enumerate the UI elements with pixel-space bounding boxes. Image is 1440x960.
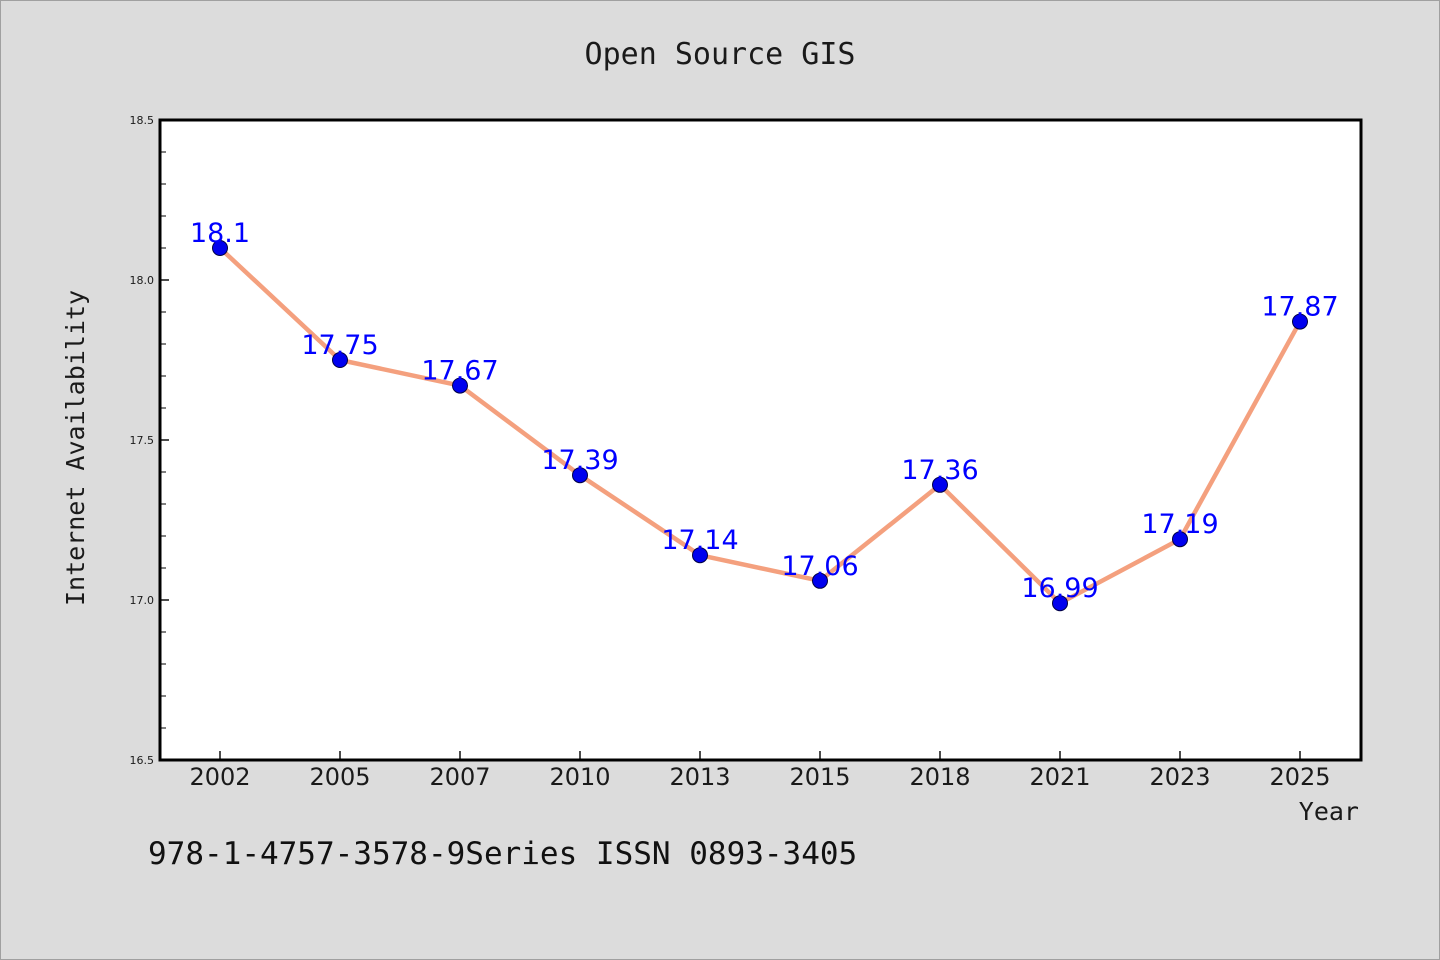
data-point [212, 240, 228, 256]
data-point [452, 377, 468, 394]
y-tick-label: 18.0 [130, 274, 155, 287]
data-point [572, 467, 588, 484]
x-tick-label: 2023 [1149, 763, 1210, 791]
data-label: 17.36 [901, 455, 978, 486]
x-tick-label: 2010 [549, 763, 610, 791]
data-label: 17.14 [661, 525, 738, 556]
data-point [1172, 531, 1188, 548]
data-point [1052, 595, 1068, 612]
x-tick-label: 2015 [789, 763, 850, 791]
data-label: 17.87 [1261, 292, 1338, 323]
data-label: 17.39 [541, 445, 618, 476]
x-tick-label: 2005 [309, 763, 370, 791]
plot-border [158, 118, 1363, 762]
footer-text: 978-1-4757-3578-9Series ISSN 0893-3405 [148, 836, 857, 872]
data-label: 17.06 [781, 551, 858, 582]
series-line [217, 245, 1303, 606]
data-point [692, 547, 708, 564]
x-tick-label: 2021 [1029, 763, 1090, 791]
data-point [1292, 313, 1308, 330]
data-label: 16.99 [1021, 573, 1098, 604]
chart-title: Open Source GIS [585, 37, 856, 72]
y-tick-label: 17.0 [130, 594, 155, 607]
x-tick-label: 2025 [1269, 763, 1330, 791]
x-tick-label: 2018 [909, 763, 970, 791]
y-tick-label: 16.5 [130, 754, 155, 767]
x-tick-label: 2013 [669, 763, 730, 791]
y-tick-label: 17.5 [130, 434, 155, 447]
data-point [332, 352, 348, 368]
data-label: 17.75 [301, 330, 378, 361]
y-tick-label: 18.5 [130, 114, 155, 127]
x-tick-label: 2007 [429, 763, 490, 791]
plot-area [160, 120, 1361, 760]
data-label: 17.67 [421, 356, 498, 387]
data-label: 17.19 [1141, 509, 1218, 540]
data-label: 18.1 [190, 218, 250, 249]
x-axis-label: Year [1299, 797, 1359, 826]
data-point [932, 476, 948, 493]
series-layer: 18.1 17.75 17.67 17.39 17.14 17.06 17.36 16.99 1… [190, 218, 1339, 612]
data-point [812, 572, 828, 589]
x-tick-label: 2002 [189, 763, 250, 791]
y-axis-label: Internet Availability [61, 290, 90, 606]
x-axis-ticks: 2002 2005 2007 2010 2013 2015 2018 2021 2023 2025 [189, 751, 1331, 791]
